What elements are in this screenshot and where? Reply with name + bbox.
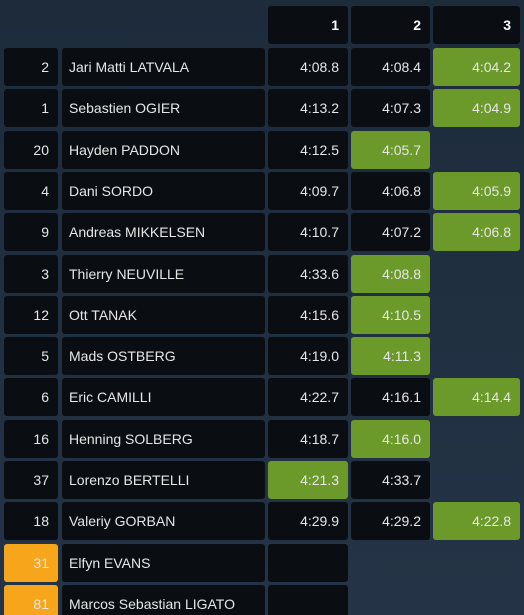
- car-number: 18: [4, 502, 58, 541]
- stage-time: 4:22.8: [433, 502, 520, 541]
- stage-time: 4:07.3: [351, 89, 430, 128]
- stage-time: 4:15.6: [268, 295, 348, 334]
- car-number: 16: [4, 419, 58, 458]
- stage-time: 4:10.7: [268, 213, 348, 252]
- column-header: 1: [268, 6, 348, 44]
- stage-time: 4:18.7: [268, 419, 348, 458]
- stage-time: 4:33.6: [268, 254, 348, 293]
- stage-time: [268, 584, 348, 615]
- car-number: 12: [4, 295, 58, 334]
- stage-time: 4:07.2: [351, 213, 430, 252]
- driver-name: Valeriy GORBAN: [62, 502, 265, 541]
- stage-time: 4:14.4: [433, 378, 520, 417]
- car-number: 9: [4, 213, 58, 252]
- stage-time: 4:06.8: [351, 171, 430, 210]
- stage-time: 4:08.4: [351, 48, 430, 86]
- car-number: 81: [4, 584, 58, 615]
- driver-name: Elfyn EVANS: [62, 543, 265, 582]
- car-number: 1: [4, 89, 58, 128]
- column-header: 3: [433, 6, 520, 44]
- stage-time: 4:09.7: [268, 171, 348, 210]
- driver-name: Ott TANAK: [62, 295, 265, 334]
- stage-time: 4:08.8: [268, 48, 348, 86]
- stage-time: [268, 543, 348, 582]
- driver-name: Lorenzo BERTELLI: [62, 461, 265, 499]
- column-header: 2: [351, 6, 430, 44]
- stage-time: 4:12.5: [268, 130, 348, 169]
- stage-time: 4:33.7: [351, 461, 430, 499]
- stage-time: 4:05.9: [433, 171, 520, 210]
- driver-name: Andreas MIKKELSEN: [62, 213, 265, 252]
- car-number: 3: [4, 254, 58, 293]
- stage-time: 4:06.8: [433, 213, 520, 252]
- car-number: 37: [4, 461, 58, 499]
- stage-time: 4:21.3: [268, 461, 348, 499]
- car-number: 20: [4, 130, 58, 169]
- stage-time: 4:16.0: [351, 419, 430, 458]
- stage-time: 4:10.5: [351, 295, 430, 334]
- driver-name: Thierry NEUVILLE: [62, 254, 265, 293]
- stage-time: 4:04.9: [433, 89, 520, 128]
- driver-name: Dani SORDO: [62, 171, 265, 210]
- stage-time: 4:29.2: [351, 502, 430, 541]
- driver-name: Eric CAMILLI: [62, 378, 265, 417]
- car-number: 6: [4, 378, 58, 417]
- stage-time: 4:29.9: [268, 502, 348, 541]
- car-number: 31: [4, 543, 58, 582]
- stage-time: 4:11.3: [351, 337, 430, 376]
- stage-time: 4:16.1: [351, 378, 430, 417]
- stage-time: 4:13.2: [268, 89, 348, 128]
- car-number: 5: [4, 337, 58, 376]
- driver-name: Henning SOLBERG: [62, 419, 265, 458]
- driver-name: Sebastien OGIER: [62, 89, 265, 128]
- car-number: 4: [4, 171, 58, 210]
- stage-time: 4:19.0: [268, 337, 348, 376]
- stage-time: 4:08.8: [351, 254, 430, 293]
- driver-name: Jari Matti LATVALA: [62, 48, 265, 86]
- stage-time: 4:04.2: [433, 48, 520, 86]
- driver-name: Mads OSTBERG: [62, 337, 265, 376]
- driver-name: Marcos Sebastian LIGATO: [62, 584, 265, 615]
- driver-name: Hayden PADDON: [62, 130, 265, 169]
- stage-time: 4:05.7: [351, 130, 430, 169]
- stage-time: 4:22.7: [268, 378, 348, 417]
- car-number: 2: [4, 48, 58, 86]
